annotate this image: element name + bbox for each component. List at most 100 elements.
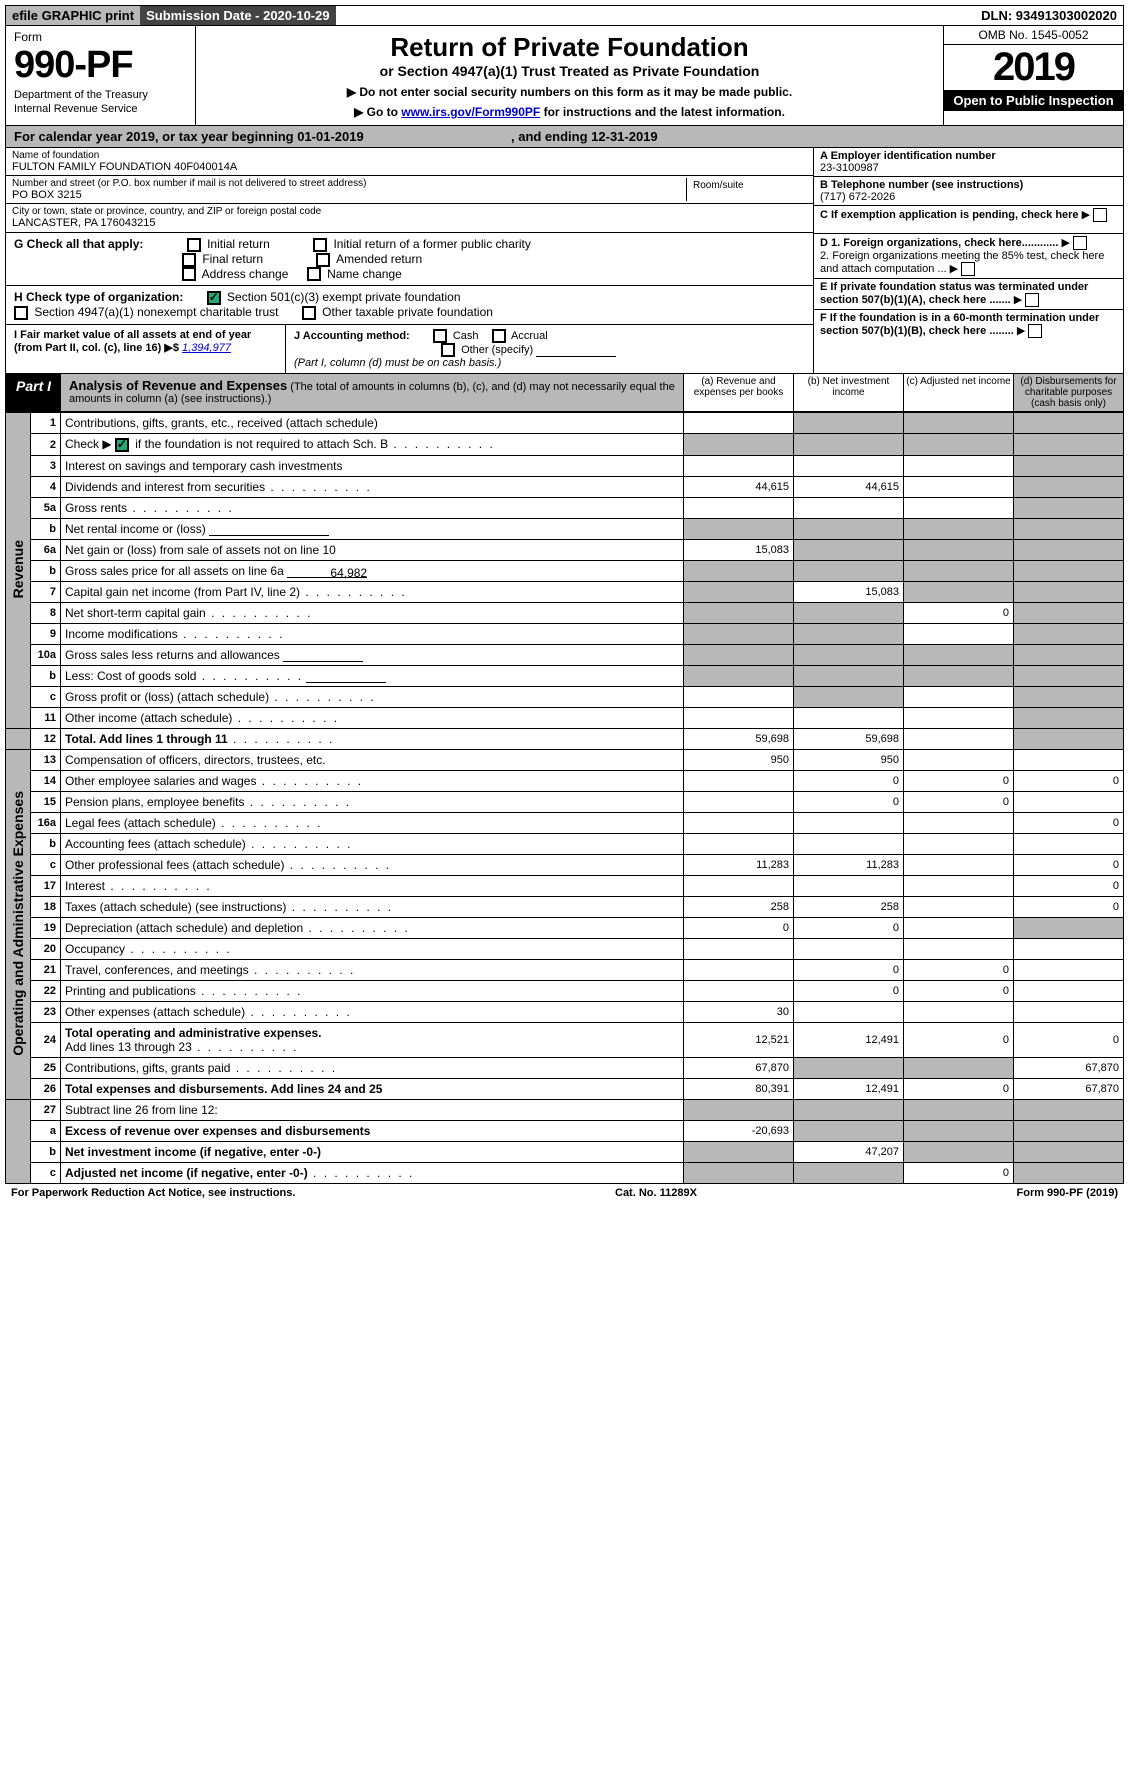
col-d-head: (d) Disbursements for charitable purpose… <box>1013 374 1123 411</box>
fmv-value: 1,394,977 <box>182 342 231 354</box>
footer-left: For Paperwork Reduction Act Notice, see … <box>11 1187 295 1199</box>
checkbox-name-change[interactable] <box>307 267 321 281</box>
checkbox-other-taxable[interactable] <box>302 306 316 320</box>
row-10a: 10aGross sales less returns and allowanc… <box>6 644 1124 665</box>
row-10b: bLess: Cost of goods sold <box>6 665 1124 686</box>
irs-link[interactable]: www.irs.gov/Form990PF <box>401 105 540 119</box>
part1-desc: Analysis of Revenue and Expenses (The to… <box>61 374 683 411</box>
info-left: Name of foundation FULTON FAMILY FOUNDAT… <box>6 148 813 373</box>
calendar-year-row: For calendar year 2019, or tax year begi… <box>5 126 1124 148</box>
calyear-pre: For calendar year 2019, or tax year begi… <box>14 129 364 144</box>
phone: (717) 672-2026 <box>820 191 895 203</box>
checkbox-final-return[interactable] <box>182 253 196 267</box>
col-c-head: (c) Adjusted net income <box>903 374 1013 411</box>
checkbox-address-change[interactable] <box>182 267 196 281</box>
form-number: 990-PF <box>14 44 187 87</box>
checkbox-d1[interactable] <box>1073 236 1087 250</box>
g-label: G Check all that apply: <box>14 237 143 251</box>
checkbox-amended[interactable] <box>316 253 330 267</box>
footer-mid: Cat. No. 11289X <box>615 1187 697 1199</box>
row-24: 24Total operating and administrative exp… <box>6 1022 1124 1057</box>
row-3: 3Interest on savings and temporary cash … <box>6 455 1124 476</box>
tax-year: 2019 <box>944 45 1123 90</box>
name-label: Name of foundation <box>12 150 807 161</box>
footer-right: Form 990-PF (2019) <box>1017 1187 1118 1199</box>
row-27a: aExcess of revenue over expenses and dis… <box>6 1120 1124 1141</box>
row-22: 22Printing and publications00 <box>6 980 1124 1001</box>
section-i: I Fair market value of all assets at end… <box>6 325 286 373</box>
row-15: 15Pension plans, employee benefits00 <box>6 791 1124 812</box>
row-10c: cGross profit or (loss) (attach schedule… <box>6 686 1124 707</box>
header-middle: Return of Private Foundation or Section … <box>196 26 943 125</box>
section-g: G Check all that apply: Initial return I… <box>6 232 813 286</box>
topbar: efile GRAPHIC print Submission Date - 20… <box>5 5 1124 26</box>
instruction-2: ▶ Go to www.irs.gov/Form990PF for instru… <box>202 105 937 119</box>
row-5b: bNet rental income or (loss) <box>6 518 1124 539</box>
phone-row: B Telephone number (see instructions) (7… <box>814 177 1123 206</box>
row-18: 18Taxes (attach schedule) (see instructi… <box>6 896 1124 917</box>
section-h: H Check type of organization: Section 50… <box>6 286 813 325</box>
foundation-name-row: Name of foundation FULTON FAMILY FOUNDAT… <box>6 148 813 176</box>
revenue-side-label: Revenue <box>6 413 31 729</box>
row-13: Operating and Administrative Expenses 13… <box>6 749 1124 770</box>
calyear-post: , and ending 12-31-2019 <box>511 129 658 144</box>
checkbox-4947[interactable] <box>14 306 28 320</box>
section-c: C If exemption application is pending, c… <box>814 206 1123 234</box>
col-b-head: (b) Net investment income <box>793 374 903 411</box>
city-label: City or town, state or province, country… <box>12 206 807 217</box>
checkbox-other-method[interactable] <box>441 343 455 357</box>
row-12: 12Total. Add lines 1 through 1159,69859,… <box>6 728 1124 749</box>
info-right: A Employer identification number 23-3100… <box>813 148 1123 373</box>
form-header: Form 990-PF Department of the Treasury I… <box>5 26 1124 126</box>
row-16a: 16aLegal fees (attach schedule)0 <box>6 812 1124 833</box>
row-6a: 6aNet gain or (loss) from sale of assets… <box>6 539 1124 560</box>
a-label: A Employer identification number <box>820 150 996 162</box>
checkbox-initial-former[interactable] <box>313 238 327 252</box>
f-label: F If the foundation is in a 60-month ter… <box>820 312 1099 337</box>
section-f: F If the foundation is in a 60-month ter… <box>814 310 1123 340</box>
section-d: D 1. Foreign organizations, check here..… <box>814 234 1123 279</box>
checkbox-cash[interactable] <box>433 329 447 343</box>
part1-title: Analysis of Revenue and Expenses <box>69 378 287 393</box>
row-14: 14Other employee salaries and wages000 <box>6 770 1124 791</box>
checkbox-accrual[interactable] <box>492 329 506 343</box>
e-label: E If private foundation status was termi… <box>820 281 1088 306</box>
submission-date: Submission Date - 2020-10-29 <box>140 6 336 25</box>
dln: DLN: 93491303002020 <box>975 6 1123 25</box>
row-25: 25Contributions, gifts, grants paid67,87… <box>6 1057 1124 1078</box>
checkbox-501c3[interactable] <box>207 291 221 305</box>
checkbox-c[interactable] <box>1093 208 1107 222</box>
part1-label: Part I <box>6 374 61 411</box>
checkbox-d2[interactable] <box>961 262 975 276</box>
irs-label: Internal Revenue Service <box>14 103 187 115</box>
row-26: 26Total expenses and disbursements. Add … <box>6 1078 1124 1099</box>
checkbox-f[interactable] <box>1028 324 1042 338</box>
address-row: Number and street (or P.O. box number if… <box>6 176 813 204</box>
checkbox-sch-b[interactable] <box>115 438 129 452</box>
form-label: Form <box>14 30 187 44</box>
row-23: 23Other expenses (attach schedule)30 <box>6 1001 1124 1022</box>
row-1: Revenue 1 Contributions, gifts, grants, … <box>6 413 1124 434</box>
revenue-expense-table: Revenue 1 Contributions, gifts, grants, … <box>5 412 1124 1184</box>
row-16c: cOther professional fees (attach schedul… <box>6 854 1124 875</box>
ein-row: A Employer identification number 23-3100… <box>814 148 1123 177</box>
checkbox-e[interactable] <box>1025 293 1039 307</box>
row-11: 11Other income (attach schedule) <box>6 707 1124 728</box>
part1-header: Part I Analysis of Revenue and Expenses … <box>5 374 1124 412</box>
h-label: H Check type of organization: <box>14 290 183 304</box>
row-8: 8Net short-term capital gain0 <box>6 602 1124 623</box>
row-17: 17Interest0 <box>6 875 1124 896</box>
row-7: 7Capital gain net income (from Part IV, … <box>6 581 1124 602</box>
foundation-name: FULTON FAMILY FOUNDATION 40F040014A <box>12 161 807 173</box>
city: LANCASTER, PA 176043215 <box>12 217 807 229</box>
j-label: J Accounting method: <box>294 330 410 342</box>
header-left: Form 990-PF Department of the Treasury I… <box>6 26 196 125</box>
expenses-side-label: Operating and Administrative Expenses <box>6 749 31 1099</box>
row-27: 27Subtract line 26 from line 12: <box>6 1099 1124 1120</box>
checkbox-initial-return[interactable] <box>187 238 201 252</box>
form-title: Return of Private Foundation <box>202 32 937 63</box>
row-16b: bAccounting fees (attach schedule) <box>6 833 1124 854</box>
address: PO BOX 3215 <box>12 189 686 201</box>
open-inspection: Open to Public Inspection <box>944 90 1123 111</box>
section-e: E If private foundation status was termi… <box>814 279 1123 310</box>
